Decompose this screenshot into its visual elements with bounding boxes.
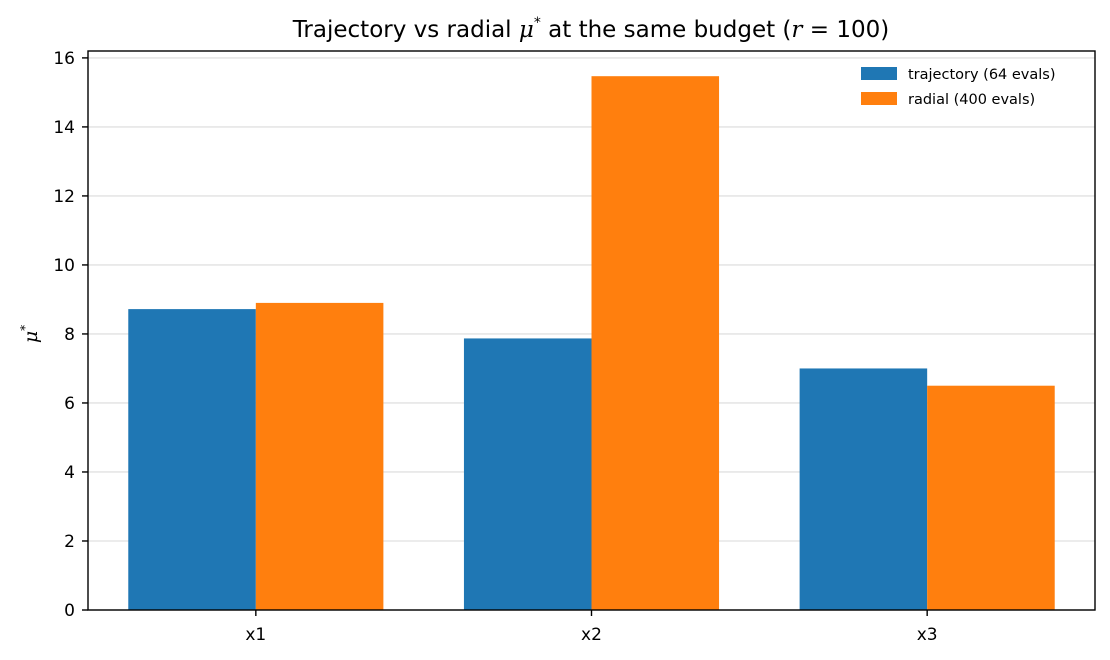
chart-title-star: * (534, 15, 541, 31)
chart-title-mu: μ (519, 17, 534, 43)
bars (128, 76, 1055, 610)
chart-title-middle: at the same budget ( (541, 17, 792, 43)
y-tick-label-5: 10 (53, 256, 75, 276)
x-tick-label-x1: x1 (245, 625, 266, 645)
x-tick-label-x3: x3 (917, 625, 938, 645)
y-tick-label-2: 4 (64, 463, 75, 483)
bar-radial-x2 (591, 76, 720, 610)
chart-title: Trajectory vs radial μ* at the same budg… (292, 15, 889, 43)
chart-title-r: r (791, 17, 804, 43)
x-tick-label-x2: x2 (581, 625, 602, 645)
legend-label-trajectory: trajectory (64 evals) (908, 67, 1056, 83)
bar-radial-x1 (255, 302, 384, 610)
chart-title-value: 100 (836, 17, 880, 43)
y-tick-label-7: 14 (53, 118, 75, 138)
legend-swatch-radial (861, 92, 897, 105)
bar-radial-x3 (927, 385, 1055, 610)
bar-trajectory-x2 (463, 338, 592, 610)
y-tick-label-3: 6 (64, 394, 75, 414)
y-tick-label-8: 16 (53, 49, 75, 69)
bar-trajectory-x1 (128, 309, 256, 610)
bar-trajectory-x3 (799, 368, 928, 610)
y-axis-label-mu: μ (20, 331, 42, 343)
legend-swatch-trajectory (861, 67, 897, 80)
y-tick-label-6: 12 (53, 187, 75, 207)
chart-title-prefix: Trajectory vs radial (292, 17, 519, 43)
ticks: x1 x2 x3 0 2 4 6 8 10 12 14 16 (53, 49, 937, 645)
y-tick-label-1: 2 (64, 532, 75, 552)
y-tick-label-4: 8 (64, 325, 75, 345)
y-tick-label-0: 0 (64, 601, 75, 621)
y-axis-label-star: * (18, 325, 32, 331)
chart-title-equals: = (802, 17, 836, 43)
legend: trajectory (64 evals) radial (400 evals) (861, 67, 1056, 108)
legend-label-radial: radial (400 evals) (908, 92, 1035, 108)
chart-title-close: ) (880, 17, 889, 43)
y-axis-label: μ* (18, 325, 42, 343)
